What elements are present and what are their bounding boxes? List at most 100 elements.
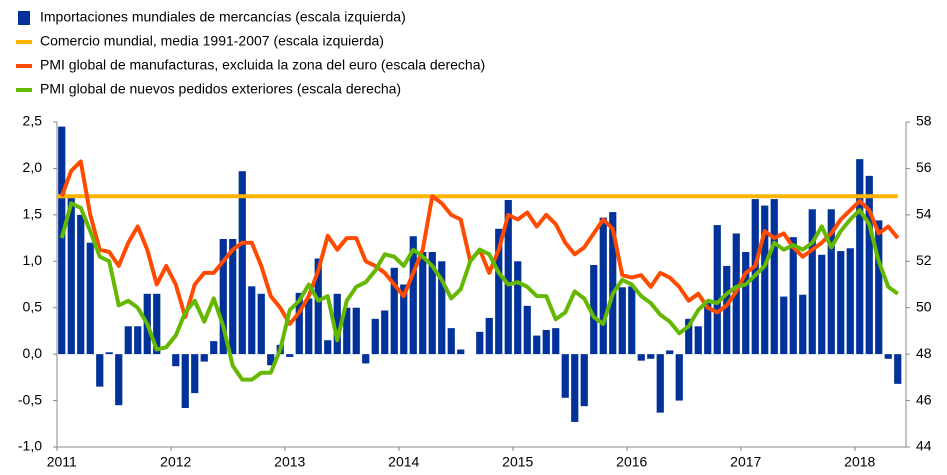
bar	[485, 317, 493, 355]
bar	[495, 228, 503, 355]
bar	[533, 335, 541, 355]
bar	[884, 354, 892, 359]
bar	[229, 239, 237, 355]
bar	[656, 354, 664, 413]
bar	[476, 331, 484, 355]
y2-tick-label: 46	[916, 391, 932, 407]
y-tick-label: -1,0	[18, 438, 42, 454]
bar	[590, 265, 598, 355]
bar	[333, 293, 341, 355]
bar	[438, 261, 446, 355]
y2-tick-label: 52	[916, 252, 932, 268]
bar	[447, 328, 455, 355]
bar	[523, 305, 531, 355]
bar	[67, 196, 75, 355]
bar	[409, 236, 417, 355]
y2-tick-label: 50	[916, 298, 932, 314]
bar	[808, 209, 816, 355]
bar	[609, 212, 617, 355]
bar	[362, 354, 370, 364]
y-tick-label: 0,5	[23, 298, 43, 314]
bar	[286, 354, 294, 357]
bar	[267, 354, 275, 366]
bar	[248, 286, 256, 355]
bar	[789, 237, 797, 355]
bar	[352, 307, 360, 355]
bar	[542, 330, 550, 355]
bar	[846, 248, 854, 355]
bar	[628, 286, 636, 355]
bar	[685, 318, 693, 355]
bar	[561, 354, 569, 398]
bar	[381, 310, 389, 355]
bar	[58, 126, 66, 355]
bar	[77, 214, 85, 355]
x-tick-label: 2016	[616, 454, 647, 470]
bar	[837, 251, 845, 355]
x-tick-label: 2017	[730, 454, 761, 470]
legend-label: Comercio mundial, media 1991-2007 (escal…	[40, 33, 384, 49]
bar	[295, 292, 303, 355]
bar	[305, 298, 313, 355]
y2-tick-label: 44	[916, 438, 932, 454]
y2-tick-label: 58	[916, 113, 932, 129]
bar	[428, 252, 436, 355]
bar	[134, 326, 142, 355]
y2-tick-label: 48	[916, 345, 932, 361]
x-tick-label: 2012	[160, 454, 191, 470]
bar	[770, 199, 778, 355]
bar	[210, 341, 218, 355]
bar	[552, 328, 560, 355]
bar	[153, 293, 161, 355]
bar	[818, 254, 826, 355]
y2-tick-label: 56	[916, 159, 932, 175]
bar	[514, 261, 522, 355]
bar	[571, 354, 579, 422]
bar	[181, 354, 189, 408]
y-tick-label: 0,0	[23, 345, 43, 361]
bar	[704, 302, 712, 355]
bar	[827, 209, 835, 355]
bar	[105, 352, 113, 355]
bar	[343, 307, 351, 355]
bar	[713, 225, 721, 355]
bar	[390, 267, 398, 355]
bar	[780, 296, 788, 355]
y-tick-label: 1,0	[23, 252, 43, 268]
x-tick-label: 2015	[502, 454, 533, 470]
bar	[637, 354, 645, 361]
bar	[666, 350, 674, 355]
bar	[865, 175, 873, 355]
legend-label: Importaciones mundiales de mercancías (e…	[40, 9, 406, 25]
bar	[799, 294, 807, 355]
y-tick-label: 2,5	[23, 113, 43, 129]
x-tick-label: 2013	[274, 454, 305, 470]
bar	[257, 293, 265, 355]
bar	[124, 326, 132, 355]
bar	[457, 349, 465, 355]
bar	[599, 217, 607, 355]
y-tick-label: 2,0	[23, 159, 43, 175]
bar	[419, 252, 427, 355]
bar	[96, 354, 104, 387]
bar	[694, 326, 702, 355]
bar	[856, 159, 864, 355]
y2-tick-label: 54	[916, 206, 932, 222]
y-tick-label: 1,5	[23, 206, 43, 222]
bar	[894, 354, 902, 384]
bar	[115, 354, 123, 406]
bar	[314, 258, 322, 355]
legend-label: PMI global de nuevos pedidos exteriores …	[40, 81, 401, 97]
bar	[742, 252, 750, 355]
bar	[647, 354, 655, 359]
x-tick-label: 2011	[47, 454, 77, 470]
bar	[723, 265, 731, 355]
bar	[875, 220, 883, 355]
y-tick-label: -0,5	[18, 391, 42, 407]
bar	[580, 354, 588, 407]
x-tick-label: 2018	[844, 454, 875, 470]
bar	[191, 354, 199, 394]
bar	[618, 287, 626, 355]
bar	[504, 200, 512, 355]
